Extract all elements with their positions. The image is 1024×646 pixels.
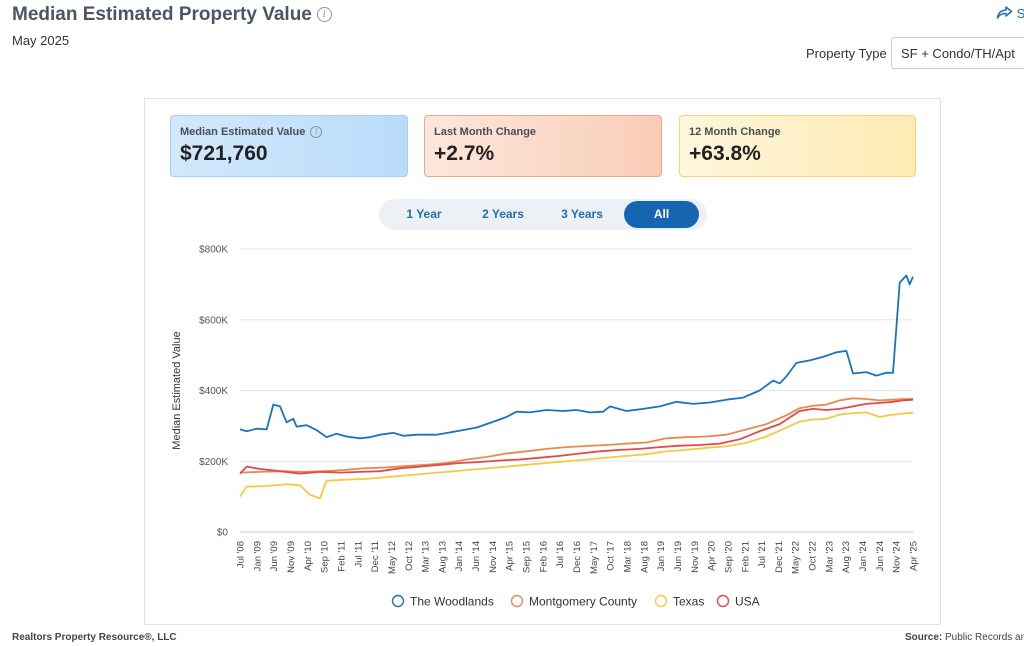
x-tick-label: Aug '23	[841, 541, 852, 573]
x-tick-label: Jan '09	[252, 541, 263, 571]
x-tick-label: Dec '16	[572, 541, 583, 573]
x-tick-label: Jun '14	[471, 541, 482, 571]
y-tick-label: $0	[217, 528, 229, 539]
x-tick-label: Nov '24	[892, 541, 903, 573]
property-type-label: Property Type	[806, 46, 887, 61]
x-tick-label: May '17	[589, 541, 600, 574]
page-title-text: Median Estimated Property Value	[12, 4, 312, 25]
y-tick-label: $800K	[199, 245, 228, 256]
x-tick-label: Sep '10	[320, 541, 331, 573]
series-line-3	[239, 411, 914, 500]
y-tick-label: $600K	[199, 315, 228, 326]
legend-label: Montgomery County	[529, 595, 637, 609]
line-chart: $0 $200K $400K $600K $800K Median Estimated V…	[171, 245, 920, 609]
info-icon[interactable]: i	[316, 7, 332, 23]
legend-label: USA	[735, 595, 760, 609]
x-tick-label: Nov '19	[690, 541, 701, 573]
x-tick-label: Mar '23	[824, 541, 835, 572]
info-icon[interactable]: i	[310, 126, 323, 138]
legend-marker	[716, 594, 730, 608]
range-all-button[interactable]: All	[624, 201, 699, 228]
x-tick-label: May '12	[387, 541, 398, 574]
x-tick-label: Oct '22	[808, 541, 819, 571]
property-type-select[interactable]: SF + Condo/TH/Apt	[891, 37, 1024, 69]
time-range-selector: 1 Year 2 Years 3 Years All	[379, 199, 707, 230]
twelve-month-change-card: 12 Month Change +63.8%	[679, 115, 916, 177]
page-subtitle: May 2025	[12, 33, 70, 48]
x-tick-label: Dec '21	[774, 541, 785, 573]
x-tick-label: Jun '19	[673, 541, 684, 571]
last-month-change-card: Last Month Change +2.7%	[424, 115, 662, 177]
x-tick-label: May '22	[791, 541, 802, 574]
x-tick-label: Jan '19	[656, 541, 667, 571]
x-tick-label: Oct '12	[404, 541, 415, 571]
x-tick-label: Jun '09	[269, 541, 280, 571]
median-value-label: Median Estimated Value	[180, 126, 306, 138]
x-tick-label: Jun '24	[875, 541, 886, 571]
x-tick-label: Jul '16	[555, 541, 566, 568]
x-tick-label: Jan '24	[858, 541, 869, 571]
y-axis-title: Median Estimated Value	[171, 331, 183, 449]
x-tick-label: Sep '15	[522, 541, 533, 573]
x-tick-label: Apr '10	[303, 541, 314, 571]
x-tick-label: Feb '21	[740, 541, 751, 572]
range-2-years-button[interactable]: 2 Years	[482, 207, 524, 221]
x-tick-label: Oct '17	[606, 541, 617, 571]
legend-marker	[510, 594, 524, 608]
last-month-change-label: Last Month Change	[434, 126, 537, 138]
x-tick-label: Nov '09	[286, 541, 297, 573]
property-type-value: SF + Condo/TH/Apt	[901, 46, 1015, 61]
twelve-month-change-label: 12 Month Change	[689, 126, 781, 138]
legend-marker	[654, 594, 668, 608]
series-line-2	[239, 397, 913, 474]
x-tick-label: Jan '14	[454, 541, 465, 571]
x-tick-label: Sep '20	[723, 541, 734, 573]
x-tick-label: Jul '08	[236, 541, 247, 568]
y-tick-label: $400K	[199, 386, 228, 397]
source-text: Public Records an	[945, 632, 1024, 643]
range-3-years-button[interactable]: 3 Years	[561, 207, 603, 221]
x-tick-label: Apr '25	[909, 541, 920, 571]
x-tick-label: Aug '18	[639, 541, 650, 573]
footer-credit: Realtors Property Resource®, LLC	[12, 632, 177, 643]
legend-label: The Woodlands	[410, 595, 494, 609]
x-tick-label: Apr '20	[707, 541, 718, 571]
x-tick-label: Aug '13	[437, 541, 448, 573]
median-value: $721,760	[180, 142, 268, 165]
series-line-1	[239, 274, 914, 440]
share-button[interactable]: S	[996, 6, 1024, 21]
x-tick-label: Feb '11	[336, 541, 347, 572]
footer-source: Source: Public Records an	[905, 632, 1024, 643]
x-tick-label: Jul '21	[757, 541, 768, 568]
share-icon	[996, 6, 1013, 19]
x-tick-label: Dec '11	[370, 541, 381, 572]
page-title: Median Estimated Property Value i	[12, 4, 332, 26]
last-month-change-value: +2.7%	[434, 142, 495, 165]
median-value-card: Median Estimated Value i $721,760	[170, 115, 408, 177]
series-line-4	[239, 398, 914, 475]
twelve-month-change-value: +63.8%	[689, 142, 761, 165]
x-tick-label: Apr '15	[505, 541, 516, 571]
x-tick-label: Jul '11	[353, 541, 364, 567]
source-label: Source:	[905, 632, 943, 643]
legend-label: Texas	[673, 595, 704, 609]
share-label: S	[1016, 6, 1024, 21]
x-tick-label: Mar '18	[622, 541, 633, 572]
legend-marker	[391, 594, 405, 608]
x-tick-label: Feb '16	[538, 541, 549, 572]
range-1-year-button[interactable]: 1 Year	[406, 207, 442, 221]
x-tick-label: Nov '14	[488, 541, 499, 573]
x-tick-label: Mar '13	[421, 541, 432, 572]
y-tick-label: $200K	[199, 457, 228, 468]
chart-panel: Median Estimated Value i $721,760 Last Mo…	[144, 98, 941, 625]
